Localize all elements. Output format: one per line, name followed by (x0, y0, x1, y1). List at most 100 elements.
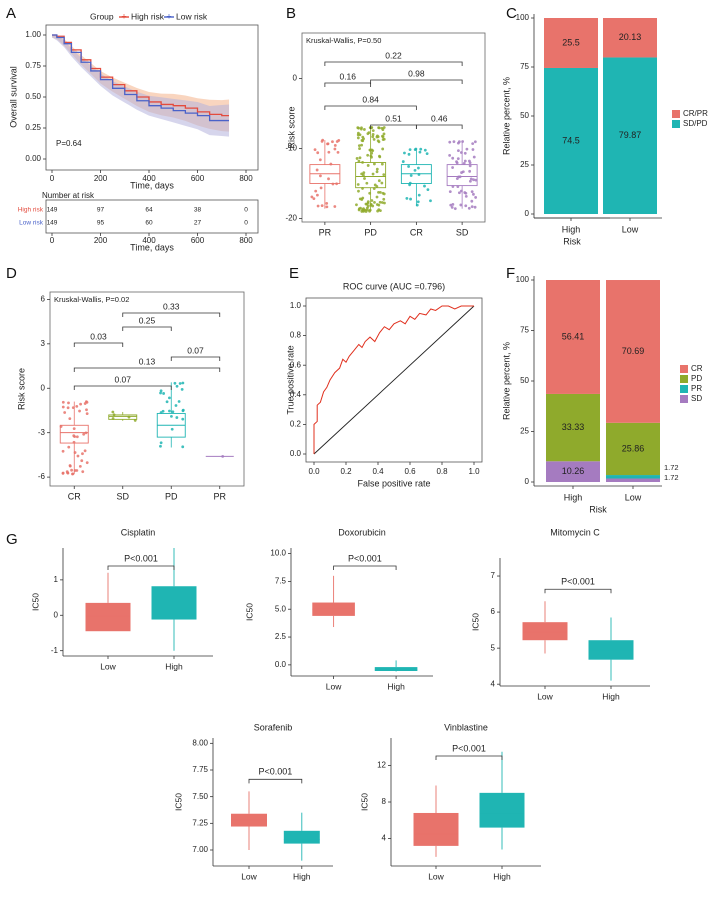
reference-diagonal (313, 305, 475, 455)
survival-curve (52, 34, 230, 122)
data-point (366, 201, 370, 205)
x-tick-label: 0.4 (372, 467, 384, 476)
roc-curve (313, 305, 474, 454)
data-point (85, 412, 89, 416)
data-point (423, 184, 426, 188)
data-point (165, 400, 169, 404)
data-point (335, 182, 339, 186)
data-point (333, 205, 337, 208)
data-point (314, 189, 318, 193)
data-point (450, 205, 454, 209)
data-point (461, 170, 465, 174)
data-point (362, 171, 366, 175)
data-point (461, 140, 465, 143)
legend-label: CR/PR (683, 109, 708, 118)
y-tick-label: 0.75 (25, 61, 41, 70)
significance-p-value: P<0.001 (452, 743, 486, 753)
legend-swatch (680, 385, 688, 393)
data-point (383, 201, 386, 205)
data-point (111, 417, 115, 420)
risk-count: 27 (194, 220, 202, 227)
data-point (78, 409, 81, 413)
risk-count: 95 (97, 220, 105, 227)
y-tick-label: 7.5 (275, 577, 287, 586)
data-point (78, 464, 82, 468)
panel-letter-b: B (286, 5, 296, 22)
data-point (357, 189, 360, 193)
comparison-bracket (170, 356, 221, 361)
data-point (451, 166, 454, 169)
data-point (76, 454, 80, 458)
data-point (72, 427, 76, 431)
legend-label: PR (691, 384, 702, 393)
data-point (84, 431, 88, 435)
data-point (111, 410, 115, 414)
data-point (368, 209, 371, 213)
data-point (453, 207, 457, 211)
risk-x-axis-label: Time, days (130, 242, 174, 252)
y-tick-label: 75 (520, 62, 529, 71)
risk-count: 149 (47, 220, 58, 227)
data-point (310, 195, 314, 199)
data-point (405, 196, 409, 200)
data-point (359, 127, 363, 131)
data-point (361, 187, 364, 190)
bar-data-label: 1.72 (664, 463, 679, 472)
x-category-label: PD (364, 227, 377, 237)
data-point (321, 138, 325, 142)
data-point (73, 435, 77, 439)
bar-segment (546, 461, 600, 482)
data-point (451, 156, 455, 160)
data-point (366, 153, 370, 157)
y-tick-label: 1.0 (290, 301, 302, 310)
data-point (357, 207, 361, 211)
panel-letter-f: F (506, 265, 515, 282)
x-category-label: Low (537, 691, 553, 701)
x-category-label: Low (100, 661, 116, 671)
data-point (448, 140, 452, 144)
data-point (459, 189, 463, 193)
data-point (67, 401, 70, 405)
data-point (365, 181, 369, 185)
data-point (456, 185, 460, 189)
data-point (379, 209, 382, 212)
panel-letter-d: D (6, 265, 17, 282)
x-tick-label: 800 (239, 174, 253, 183)
x-tick-label: 400 (142, 174, 156, 183)
data-point (371, 129, 375, 133)
data-point (377, 179, 381, 183)
y-tick-label: 8 (382, 797, 387, 806)
data-point (85, 461, 89, 465)
data-point (63, 411, 67, 414)
risk-x-tick-label: 400 (142, 236, 156, 245)
x-axis-label: Risk (563, 236, 581, 246)
legend-swatch (672, 110, 680, 118)
data-point (61, 405, 65, 409)
data-point (59, 425, 63, 428)
data-point (316, 204, 320, 208)
significance-p-value: P<0.001 (124, 553, 158, 563)
risk-row-label: High risk (18, 207, 44, 214)
data-point (470, 190, 474, 194)
data-point (175, 384, 179, 388)
x-tick-label: 0.2 (340, 467, 352, 476)
data-point (372, 137, 376, 141)
bar-data-label: 25.86 (622, 443, 645, 453)
data-point (409, 174, 413, 177)
data-point (418, 150, 422, 154)
x-tick-label: 200 (94, 174, 108, 183)
data-point (419, 147, 423, 151)
data-point (376, 139, 380, 143)
y-axis-label: Relative percent, % (501, 77, 511, 155)
data-point (319, 186, 323, 190)
risk-count: 149 (47, 207, 58, 214)
y-axis-label: IC50 (244, 603, 254, 621)
box-high (479, 792, 525, 828)
bar-segment (603, 57, 657, 214)
x-category-label: CR (410, 227, 423, 237)
y-tick-label: -1 (51, 646, 59, 655)
bar-segment (606, 475, 660, 479)
y-tick-label: 0.8 (290, 331, 302, 340)
roc-title: ROC curve (AUC =0.796) (343, 281, 445, 291)
roc-frame (305, 297, 483, 463)
